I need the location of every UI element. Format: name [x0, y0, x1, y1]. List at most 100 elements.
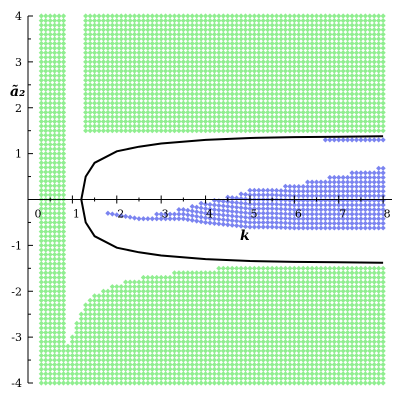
- green-point: [331, 270, 337, 276]
- green-point: [145, 279, 151, 285]
- blue-point: [327, 197, 333, 204]
- green-point: [123, 284, 129, 290]
- green-point: [376, 68, 382, 74]
- green-point: [207, 45, 213, 51]
- green-point: [105, 288, 111, 294]
- green-point: [123, 82, 129, 88]
- green-point: [140, 329, 147, 336]
- green-point: [211, 63, 218, 70]
- green-point: [109, 343, 115, 349]
- green-point: [83, 100, 89, 106]
- green-point: [225, 265, 231, 271]
- green-point: [345, 366, 351, 372]
- green-point: [216, 334, 222, 340]
- green-point: [318, 109, 324, 115]
- green-point: [340, 128, 346, 134]
- green-point: [189, 270, 195, 276]
- green-point: [220, 54, 226, 60]
- green-point: [207, 334, 213, 340]
- green-point: [269, 17, 275, 24]
- green-point: [167, 40, 173, 47]
- green-point: [140, 348, 147, 354]
- green-point: [118, 288, 124, 294]
- green-point: [180, 45, 186, 51]
- green-point: [60, 329, 67, 336]
- green-point: [145, 297, 151, 304]
- green-point: [47, 215, 53, 221]
- green-point: [211, 40, 218, 47]
- green-point: [207, 371, 213, 377]
- green-point: [296, 22, 302, 28]
- green-point: [238, 288, 244, 294]
- green-point: [313, 27, 320, 33]
- green-point: [220, 50, 226, 56]
- green-point: [353, 302, 360, 308]
- blue-point: [278, 224, 284, 230]
- green-point: [251, 380, 257, 386]
- green-point: [52, 348, 58, 354]
- green-point: [305, 22, 311, 28]
- green-point: [305, 311, 311, 317]
- green-point: [278, 348, 284, 354]
- green-point: [211, 77, 218, 83]
- green-point: [171, 36, 178, 42]
- blue-point: [251, 219, 257, 226]
- green-point: [331, 339, 337, 345]
- green-point: [114, 68, 120, 74]
- blue-point: [176, 206, 182, 213]
- green-point: [185, 13, 191, 19]
- green-point: [127, 86, 133, 92]
- green-point: [105, 371, 111, 377]
- green-point: [322, 128, 329, 134]
- green-point: [136, 82, 142, 88]
- green-point: [242, 311, 249, 317]
- green-point: [269, 45, 275, 51]
- green-point: [242, 86, 249, 92]
- green-point: [229, 320, 235, 326]
- green-point: [340, 362, 346, 368]
- green-point: [140, 366, 147, 372]
- blue-point: [305, 220, 311, 226]
- green-point: [149, 13, 155, 19]
- green-point: [123, 77, 129, 83]
- green-point: [167, 22, 173, 28]
- green-point: [322, 371, 329, 377]
- green-point: [247, 320, 253, 326]
- green-point: [265, 288, 271, 294]
- green-point: [91, 325, 98, 331]
- green-point: [140, 54, 147, 60]
- green-point: [371, 68, 377, 74]
- green-point: [269, 100, 275, 106]
- green-point: [296, 36, 302, 42]
- green-point: [300, 100, 306, 106]
- green-point: [194, 293, 200, 299]
- green-point: [87, 68, 93, 74]
- green-point: [100, 302, 107, 308]
- green-point: [318, 357, 324, 363]
- green-point: [127, 50, 133, 56]
- green-point: [154, 325, 160, 331]
- green-point: [211, 274, 218, 281]
- green-point: [127, 371, 133, 377]
- blue-point: [322, 225, 329, 231]
- green-point: [154, 105, 160, 111]
- green-point: [300, 343, 306, 349]
- blue-point: [349, 206, 355, 213]
- green-point: [313, 279, 320, 285]
- green-point: [309, 100, 315, 106]
- green-point: [371, 54, 377, 60]
- green-point: [349, 27, 355, 33]
- green-point: [256, 68, 262, 74]
- green-point: [56, 146, 62, 152]
- green-point: [242, 63, 249, 70]
- green-point: [238, 270, 244, 276]
- blue-point: [380, 202, 386, 208]
- blue-point: [305, 206, 311, 213]
- green-point: [207, 95, 213, 102]
- green-point: [78, 316, 84, 322]
- green-point: [313, 352, 320, 359]
- blue-point: [220, 203, 226, 209]
- green-point: [376, 348, 382, 354]
- blue-point: [309, 188, 315, 194]
- green-point: [52, 371, 58, 377]
